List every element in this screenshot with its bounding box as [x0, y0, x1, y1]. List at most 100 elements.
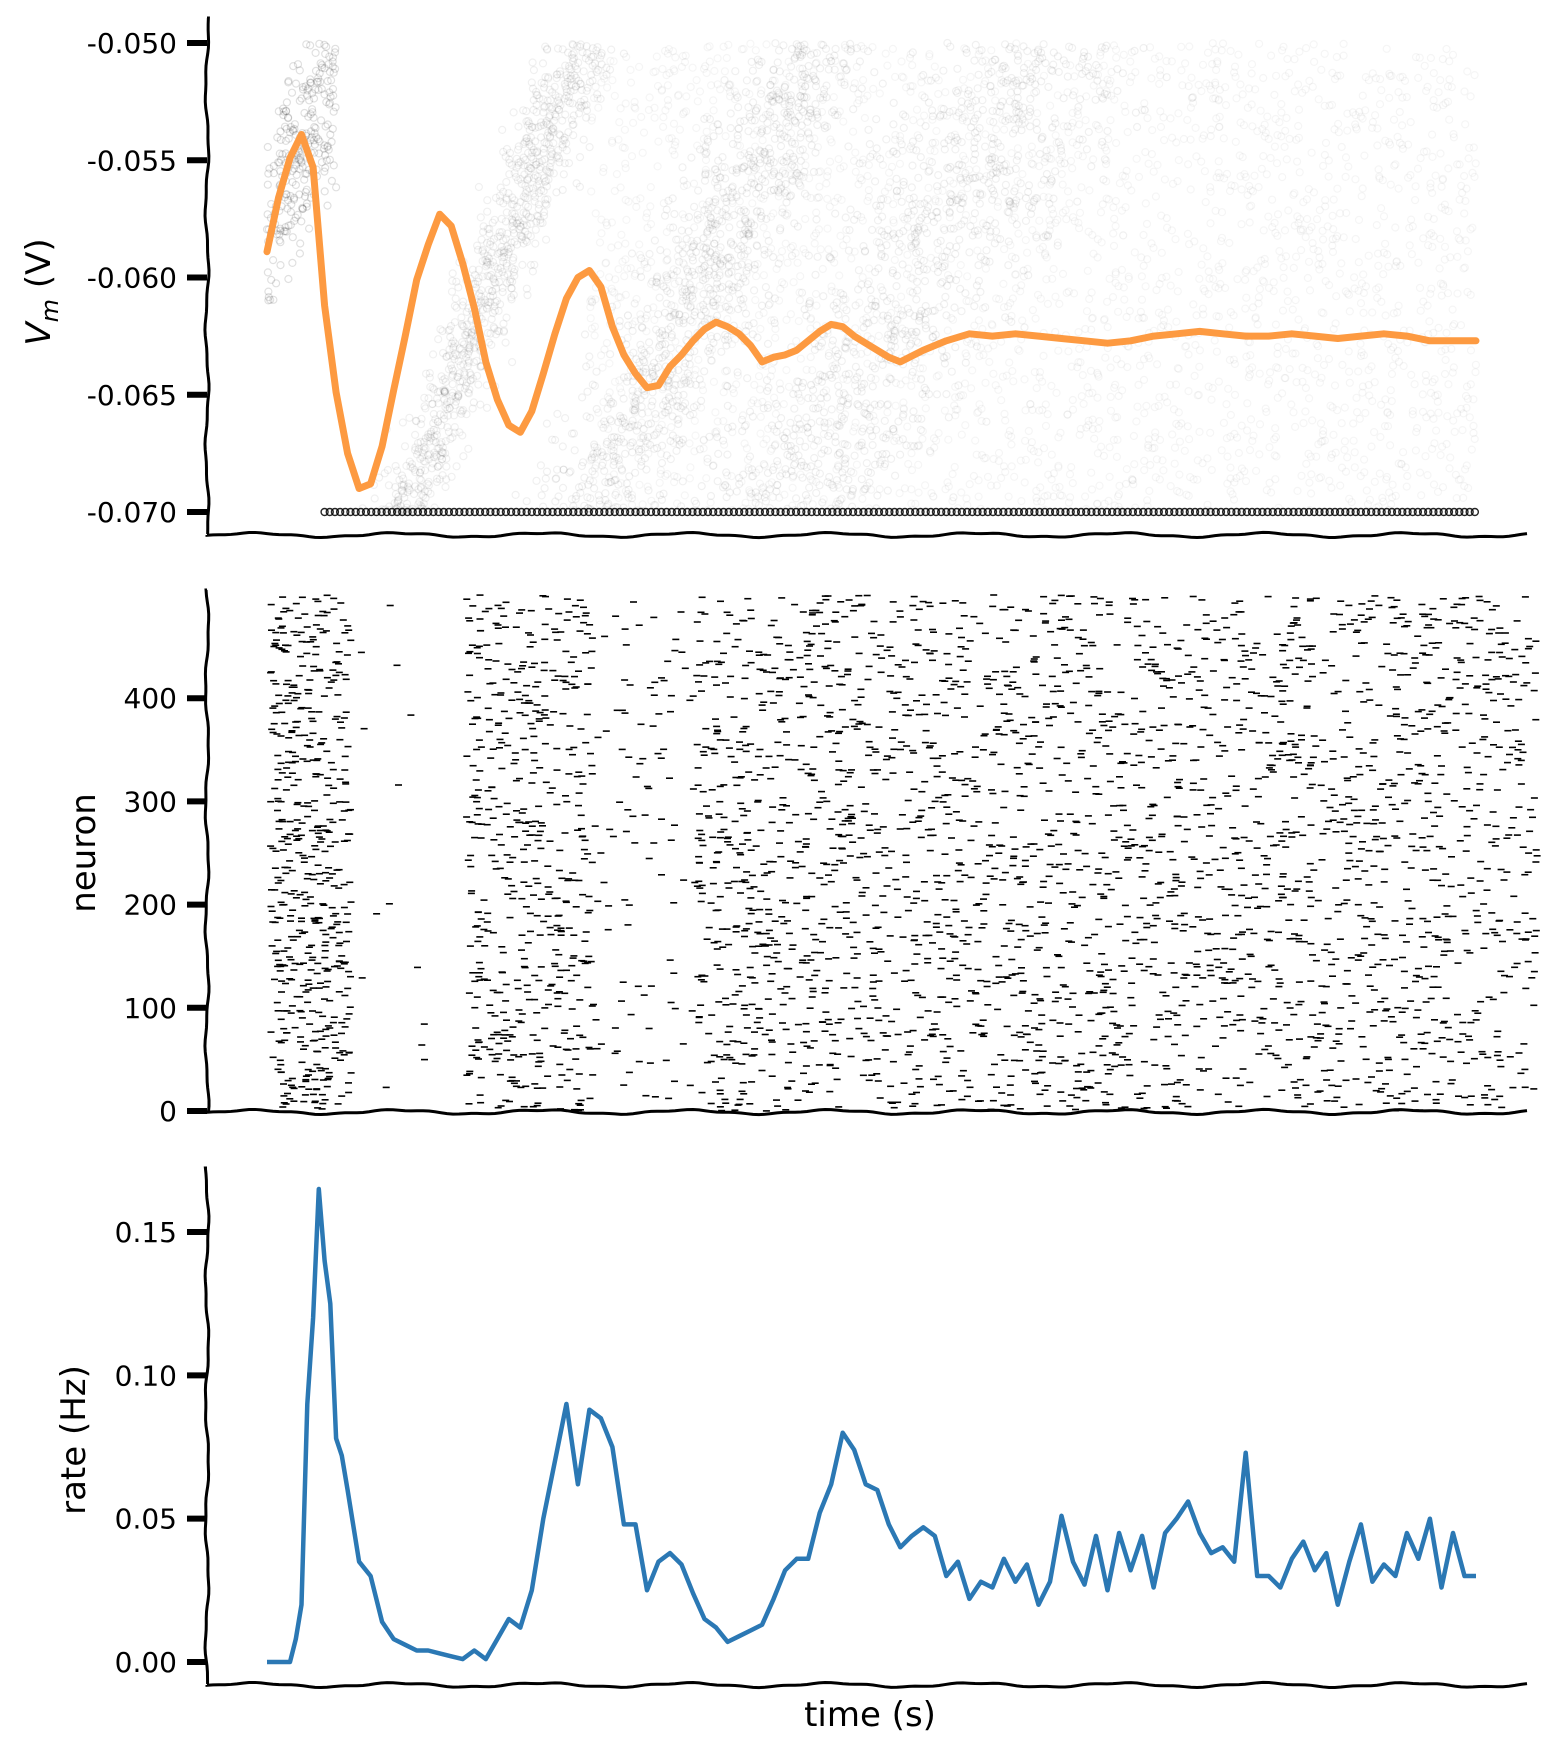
- vm-point: [678, 163, 687, 172]
- vm-reset-point: [1247, 507, 1257, 517]
- vm-point: [1066, 61, 1075, 70]
- vm-point: [417, 414, 426, 423]
- vm-point: [539, 174, 549, 183]
- vm-point: [489, 291, 498, 300]
- vm-point: [302, 199, 311, 208]
- vm-point: [442, 454, 451, 463]
- vm-point: [541, 199, 550, 208]
- vm-point: [508, 256, 518, 265]
- vm-point: [459, 322, 468, 331]
- vm-reset-point: [724, 507, 733, 517]
- vm-point: [764, 144, 774, 153]
- vm-point: [849, 84, 858, 93]
- vm-point: [470, 343, 479, 352]
- vm-point: [412, 417, 421, 426]
- vm-point: [615, 118, 624, 127]
- vm-point: [549, 128, 558, 137]
- vm-point: [1111, 138, 1121, 148]
- vm-point: [484, 285, 493, 294]
- vm-point: [1263, 112, 1272, 121]
- vm-point: [755, 146, 764, 155]
- vm-point: [507, 284, 516, 293]
- vm-point: [630, 299, 639, 308]
- vm-point: [479, 227, 488, 236]
- vm-point: [796, 272, 805, 281]
- vm-point: [685, 293, 694, 302]
- vm-point: [1394, 184, 1403, 193]
- vm-point: [416, 482, 425, 491]
- vm-reset-point: [392, 507, 402, 517]
- vm-point: [1234, 448, 1244, 458]
- vm-point: [1149, 167, 1158, 176]
- vm-point: [1379, 270, 1388, 279]
- vm-point: [978, 304, 988, 313]
- vm-point: [490, 278, 499, 287]
- vm-point: [530, 192, 540, 201]
- vm-reset-point: [465, 507, 474, 517]
- vm-point: [1163, 305, 1173, 314]
- vm-point: [1113, 307, 1123, 316]
- vm-point: [1313, 342, 1323, 351]
- vm-point: [502, 313, 511, 322]
- vm-point: [803, 117, 812, 127]
- vm-point: [999, 279, 1008, 288]
- vm-point: [588, 380, 597, 389]
- vm-point: [298, 204, 307, 214]
- vm-point: [536, 219, 545, 228]
- vm-point: [463, 350, 473, 359]
- vm-point: [1375, 100, 1385, 109]
- vm-point: [507, 284, 516, 293]
- vm-reset-point: [1185, 507, 1195, 517]
- vm-point: [750, 116, 759, 125]
- vm-point: [658, 401, 668, 410]
- vm-point: [658, 340, 667, 349]
- vm-point: [519, 208, 528, 217]
- vm-point: [1153, 160, 1162, 169]
- vm-point: [507, 160, 516, 169]
- vm-point: [323, 201, 332, 210]
- vm-point: [607, 417, 616, 426]
- vm-point: [737, 260, 746, 269]
- vm-reset-point: [1082, 507, 1091, 517]
- vm-point: [920, 277, 930, 286]
- vm-point: [533, 172, 542, 181]
- vm-point: [628, 405, 638, 414]
- vm-point: [1201, 198, 1210, 207]
- vm-point: [486, 329, 495, 338]
- vm-reset-point: [403, 507, 412, 517]
- vm-point: [1095, 481, 1104, 490]
- vm-reset-point: [968, 507, 977, 517]
- vm-point: [1425, 317, 1434, 326]
- vm-point: [282, 107, 291, 116]
- vm-point: [532, 217, 541, 226]
- vm-point: [1387, 369, 1397, 379]
- vm-point: [620, 272, 629, 281]
- vm-reset-point: [1040, 507, 1049, 517]
- vm-point: [812, 107, 822, 116]
- vm-point: [452, 277, 461, 286]
- vm-point: [442, 462, 451, 471]
- vm-point: [380, 469, 389, 478]
- vm-point: [729, 389, 739, 398]
- vm-point: [800, 69, 810, 79]
- vm-point: [1278, 173, 1287, 182]
- vm-point: [1175, 470, 1184, 479]
- vm-point: [555, 130, 564, 139]
- vm-reset-point: [1025, 507, 1034, 517]
- vm-point: [635, 480, 644, 489]
- vm-point: [490, 306, 499, 315]
- vm-point: [512, 218, 521, 228]
- vm-reset-point: [517, 507, 526, 517]
- vm-point: [1210, 336, 1219, 345]
- vm-point: [290, 216, 299, 225]
- vm-point: [1119, 50, 1128, 59]
- vm-point: [615, 322, 624, 331]
- vm-point: [1142, 219, 1152, 228]
- vm-point: [810, 134, 819, 143]
- vm-point: [275, 158, 284, 167]
- vm-point: [319, 144, 329, 153]
- vm-point: [774, 188, 784, 197]
- vm-reset-point: [838, 507, 847, 517]
- vm-point: [279, 110, 288, 120]
- vm-point: [682, 92, 691, 101]
